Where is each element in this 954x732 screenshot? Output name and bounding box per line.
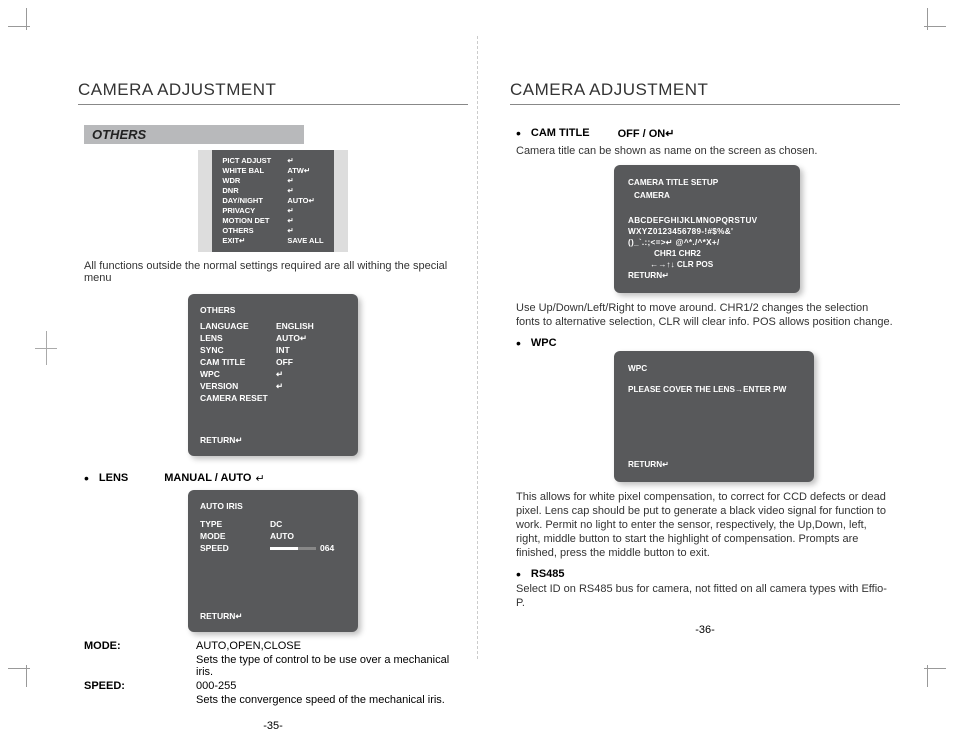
lens-heading: • LENS MANUAL / AUTO ↵ <box>84 470 468 486</box>
bullet-icon: • <box>516 566 521 582</box>
wpc-paragraph: This allows for white pixel compensation… <box>516 490 894 560</box>
fold-mark <box>46 331 47 365</box>
page-number: -35- <box>78 720 468 732</box>
cam-title-desc: Camera title can be shown as name on the… <box>516 145 900 157</box>
page-title: CAMERA ADJUSTMENT <box>78 80 468 105</box>
others-menu: OTHERS LANGUAGEENGLISH LENSAUTO↵ SYNCINT… <box>188 294 358 456</box>
menu-highlight: OTHERS↵ <box>222 226 323 236</box>
top-level-menu: PICT ADJUST↵ WHITE BALATW↵ WDR↵ DNR↵ DAY… <box>212 150 333 252</box>
definition-row: SPEED:000-255 <box>84 680 468 692</box>
rs485-paragraph: Select ID on RS485 bus for camera, not f… <box>516 582 894 610</box>
enter-icon: ↵ <box>255 472 264 485</box>
page-36: CAMERA ADJUSTMENT • CAM TITLE OFF / ON↵ … <box>510 80 900 636</box>
bullet-icon: • <box>84 470 89 486</box>
cam-title-paragraph: Use Up/Down/Left/Right to move around. C… <box>516 301 894 329</box>
page-number: -36- <box>510 624 900 636</box>
wpc-heading: •WPC <box>516 335 900 351</box>
definition-row: MODE:AUTO,OPEN,CLOSE <box>84 640 468 652</box>
cam-title-heading: • CAM TITLE OFF / ON↵ <box>516 125 900 141</box>
caption-text: All functions outside the normal setting… <box>84 260 468 284</box>
fold-line <box>477 36 478 659</box>
rs485-heading: •RS485 <box>516 566 900 582</box>
wpc-menu: WPC PLEASE COVER THE LENS→ENTER PW RETUR… <box>614 351 814 482</box>
page-title: CAMERA ADJUSTMENT <box>510 80 900 105</box>
page-35: CAMERA ADJUSTMENT OTHERS PICT ADJUST↵ WH… <box>78 80 468 732</box>
auto-iris-menu: AUTO IRIS TYPEDC MODEAUTO SPEED064 RETUR… <box>188 490 358 632</box>
cam-title-menu: CAMERA TITLE SETUP CAMERA ABCDEFGHIJKLMN… <box>614 165 800 293</box>
section-header: OTHERS <box>84 125 304 144</box>
bullet-icon: • <box>516 335 521 351</box>
speed-slider <box>270 547 316 550</box>
bullet-icon: • <box>516 125 521 141</box>
